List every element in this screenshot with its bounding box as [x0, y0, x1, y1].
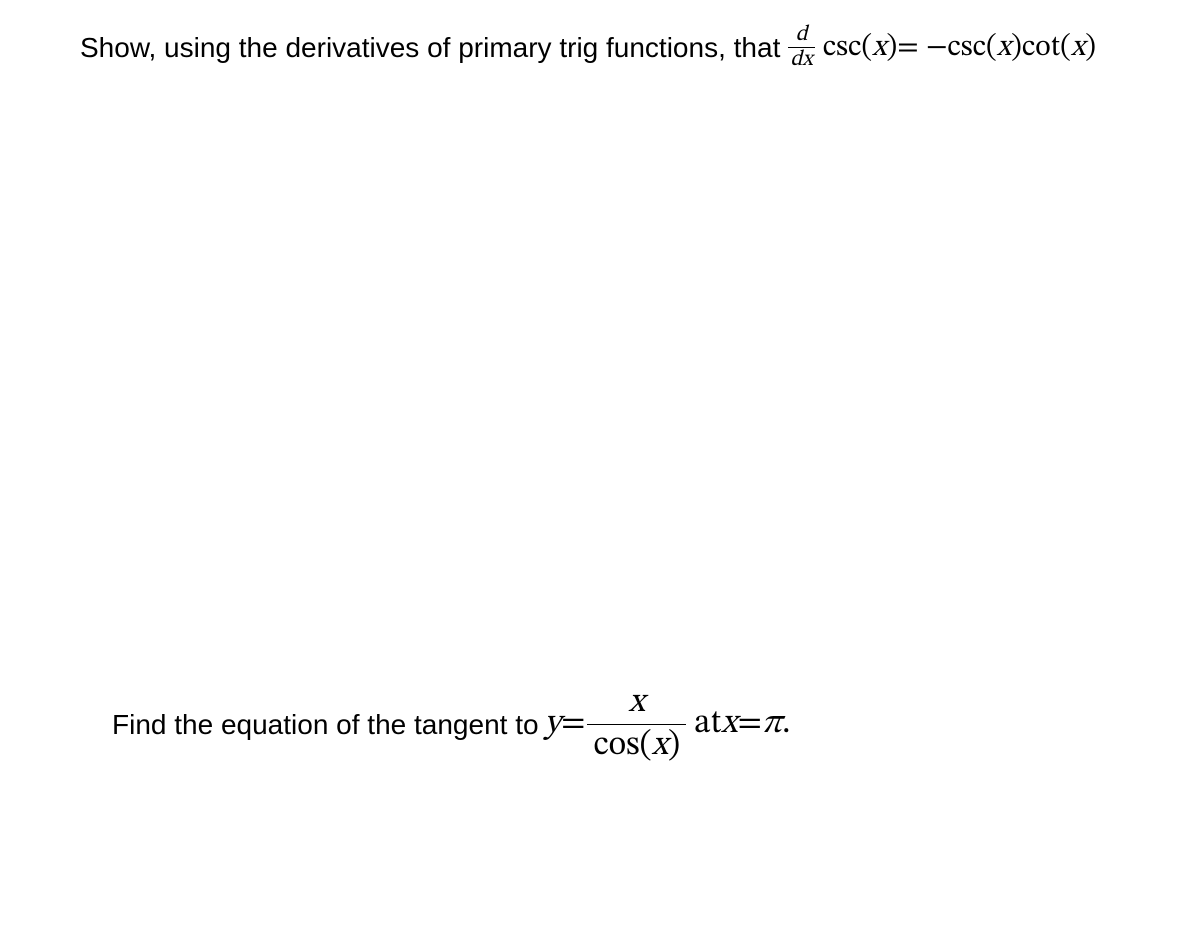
problem-2-text: Find the equation of the tangent to	[112, 709, 539, 741]
equals-1: =	[561, 703, 585, 746]
at-text: at	[694, 703, 721, 746]
var-x-rhs: x	[721, 703, 737, 746]
period: .	[782, 703, 790, 746]
cot-open: cot(	[1022, 29, 1071, 67]
problem-2: Find the equation of the tangent to y = …	[112, 686, 790, 763]
csc-open: csc(	[823, 29, 872, 67]
num-var-x: x	[629, 686, 645, 720]
csc2-close: )	[1011, 29, 1022, 67]
csc-close: )	[886, 29, 897, 67]
pi: π	[762, 703, 782, 746]
problem-1: Show, using the derivatives of primary t…	[80, 24, 1096, 71]
equals-neg: = −	[897, 29, 947, 67]
var-x-3: x	[1071, 29, 1085, 67]
page: Show, using the derivatives of primary t…	[0, 0, 1200, 927]
cot-close: )	[1085, 29, 1096, 67]
fraction-denominator: dx	[788, 47, 814, 71]
den-cos-open: cos(	[593, 729, 651, 763]
problem-1-text: Show, using the derivatives of primary t…	[80, 32, 780, 64]
var-y: y	[545, 703, 561, 746]
var-x-2: x	[997, 29, 1011, 67]
fraction-ddx: d dx	[788, 24, 814, 71]
fraction-numerator: d	[794, 24, 810, 47]
fraction-x-over-cosx: x cos(x)	[587, 686, 686, 763]
fraction2-numerator: x	[623, 686, 651, 724]
fraction2-denominator: cos(x)	[587, 724, 686, 763]
csc2-open: csc(	[947, 29, 996, 67]
equals-2: =	[737, 703, 761, 746]
var-x-1: x	[872, 29, 886, 67]
den-cos-close: )	[668, 729, 680, 763]
den-var-x: x	[652, 729, 668, 763]
